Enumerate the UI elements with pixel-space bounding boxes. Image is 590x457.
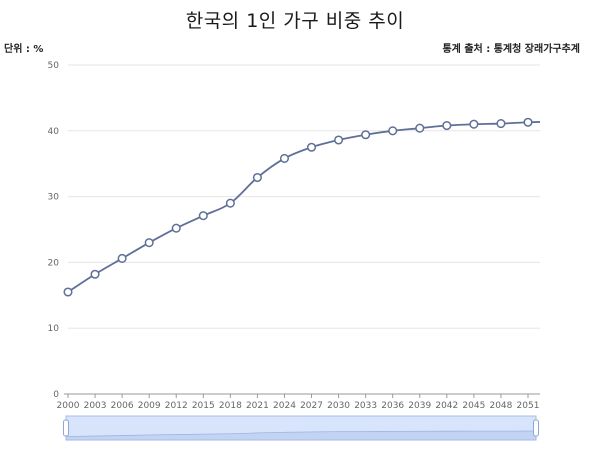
data-point[interactable] xyxy=(306,142,317,152)
x-tick-label: 2009 xyxy=(138,401,161,411)
data-point[interactable] xyxy=(90,269,100,279)
y-tick-label: 10 xyxy=(48,324,60,334)
y-tick-label: 40 xyxy=(48,127,60,137)
data-point[interactable] xyxy=(388,126,398,136)
x-tick-label: 2048 xyxy=(489,401,512,411)
slider-preview xyxy=(65,430,537,441)
data-point[interactable] xyxy=(442,120,452,131)
y-tick-label: 20 xyxy=(48,258,60,268)
data-point[interactable] xyxy=(279,153,290,163)
source-label: 통계 출처 : 통계청 장래가구추계 xyxy=(442,44,580,55)
unit-label: 단위 : % xyxy=(4,44,44,55)
data-zoom-slider[interactable] xyxy=(63,415,539,441)
x-tick-label: 2042 xyxy=(435,401,458,411)
x-axis-ticks: 2000 2003 2006 2009 2012 2015 2018 2021 2024 2027… xyxy=(57,394,540,411)
x-tick-label: 2021 xyxy=(246,401,269,411)
data-point[interactable] xyxy=(252,172,262,183)
data-point[interactable] xyxy=(198,211,208,221)
x-tick-label: 2012 xyxy=(165,401,188,411)
grid-lines xyxy=(68,64,540,329)
x-tick-label: 2000 xyxy=(57,401,80,411)
x-tick-label: 2027 xyxy=(300,401,323,411)
y-tick-label: 50 xyxy=(48,61,60,71)
data-point[interactable] xyxy=(361,130,371,140)
series-line-group xyxy=(67,121,541,293)
data-point[interactable] xyxy=(469,119,479,129)
data-point[interactable] xyxy=(415,123,425,133)
x-tick-label: 2018 xyxy=(219,401,242,411)
x-tick-label: 2006 xyxy=(111,401,134,411)
data-point[interactable] xyxy=(496,119,506,129)
data-points xyxy=(63,117,533,297)
data-point[interactable] xyxy=(117,253,127,264)
x-tick-label: 2015 xyxy=(192,401,215,411)
data-point[interactable] xyxy=(63,287,73,297)
y-tick-label: 0 xyxy=(53,390,59,400)
data-point[interactable] xyxy=(334,135,344,145)
y-axis-ticks: 0 10 20 30 40 50 xyxy=(48,61,60,400)
chart-title: 한국의 1인 가구 비중 추이 xyxy=(185,10,405,32)
data-point[interactable] xyxy=(144,238,154,248)
x-tick-label: 2039 xyxy=(408,401,431,411)
x-tick-label: 2045 xyxy=(462,401,485,411)
data-point[interactable] xyxy=(523,117,533,127)
x-tick-label: 2036 xyxy=(381,401,404,411)
data-point[interactable] xyxy=(171,223,181,233)
slider-handle-left[interactable] xyxy=(63,419,69,437)
series-line xyxy=(67,121,529,293)
x-tick-label: 2033 xyxy=(354,401,377,411)
slider-handle-right[interactable] xyxy=(533,419,539,437)
x-tick-label: 2051 xyxy=(517,401,540,411)
x-tick-label: 2024 xyxy=(273,401,296,411)
x-tick-label: 2003 xyxy=(84,401,107,411)
y-tick-label: 30 xyxy=(48,193,60,203)
x-tick-label: 2030 xyxy=(327,401,350,411)
data-point[interactable] xyxy=(225,198,235,208)
